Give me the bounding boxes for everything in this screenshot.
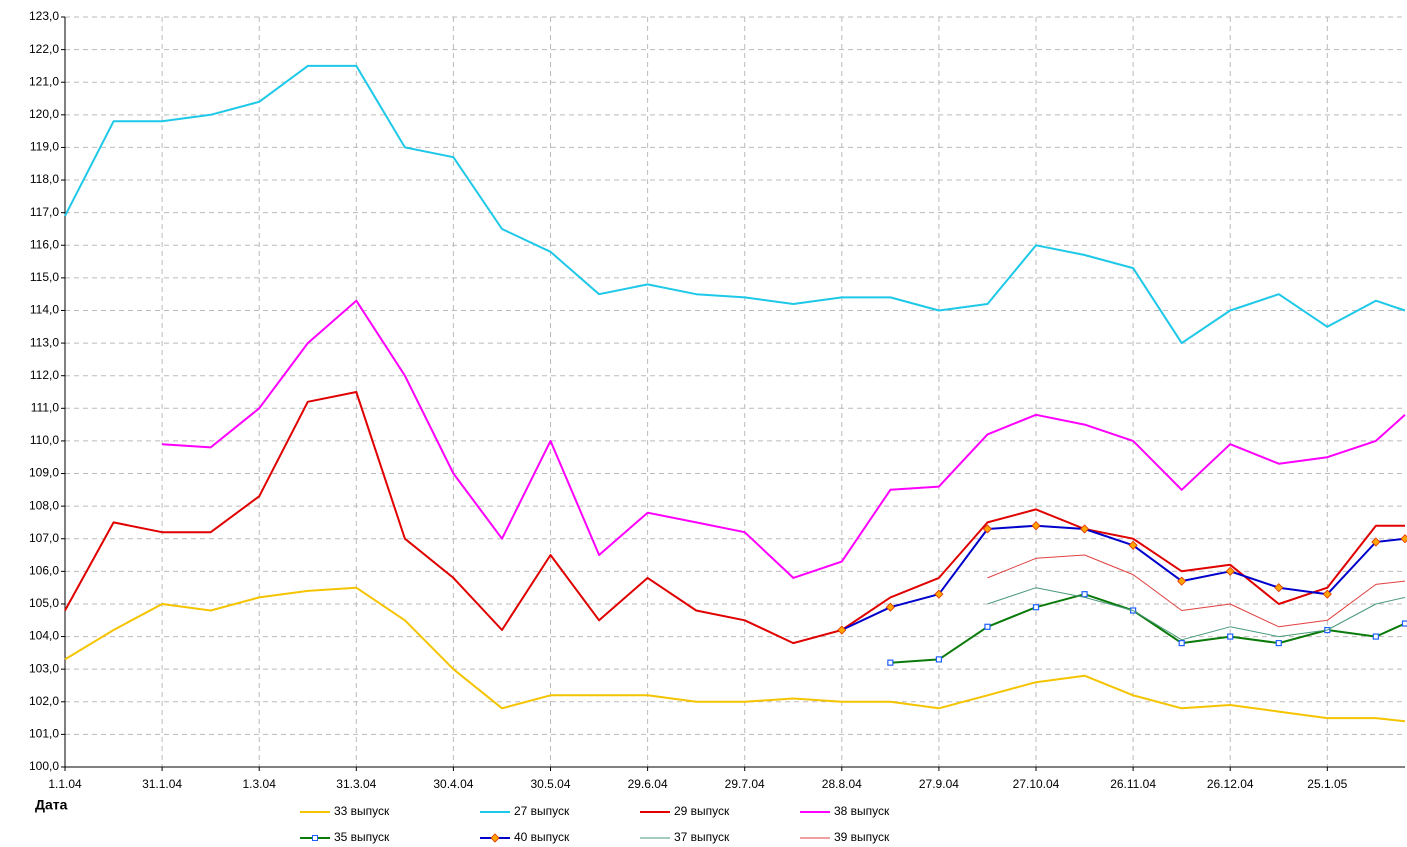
series-line	[162, 299, 1406, 579]
y-tick-label: 101,0	[29, 727, 59, 741]
marker	[1322, 589, 1332, 599]
x-tick-label: 28.8.04	[822, 777, 862, 791]
legend-label: 35 выпуск	[334, 830, 390, 844]
x-axis-label: Дата	[35, 797, 68, 813]
legend-label: 27 выпуск	[514, 804, 570, 818]
y-tick-label: 122,0	[29, 42, 59, 56]
legend-label: 33 выпуск	[334, 804, 390, 818]
marker	[1275, 639, 1282, 647]
y-tick-label: 120,0	[29, 107, 59, 121]
x-tick-label: 26.11.04	[1110, 777, 1156, 791]
x-tick-label: 29.7.04	[725, 777, 765, 791]
y-tick-label: 106,0	[29, 564, 59, 578]
series-line	[64, 586, 1406, 723]
marker	[1031, 521, 1041, 531]
x-tick-label: 1.1.04	[48, 777, 82, 791]
legend-label: 40 выпуск	[514, 830, 570, 844]
y-tick-label: 112,0	[30, 368, 59, 382]
x-tick-label: 31.1.04	[142, 777, 182, 791]
marker	[837, 625, 847, 635]
series-line	[64, 391, 1405, 645]
x-tick-label: 26.12.04	[1207, 777, 1254, 791]
x-tick-label: 1.3.04	[243, 777, 277, 791]
y-tick-label: 123,0	[29, 9, 59, 23]
marker	[887, 659, 894, 666]
marker	[1128, 540, 1138, 550]
legend-label: 39 выпуск	[834, 830, 890, 844]
y-tick-label: 119,0	[30, 140, 59, 154]
legend-label: 29 выпуск	[674, 804, 730, 818]
x-tick-label: 29.6.04	[628, 777, 668, 791]
marker	[1177, 576, 1187, 586]
y-tick-label: 107,0	[29, 531, 59, 545]
y-tick-label: 108,0	[29, 498, 59, 512]
y-tick-label: 111,0	[31, 400, 60, 414]
marker	[1081, 591, 1088, 598]
series-line	[841, 524, 1406, 631]
marker	[1401, 620, 1407, 627]
y-tick-label: 117,0	[30, 205, 59, 219]
marker	[982, 524, 993, 534]
y-tick-label: 115,0	[30, 270, 59, 284]
legend-label: 38 выпуск	[834, 804, 890, 818]
marker	[1400, 534, 1407, 544]
legend-marker	[312, 835, 318, 841]
marker	[1178, 639, 1185, 647]
y-tick-label: 100,0	[29, 759, 59, 773]
y-tick-label: 103,0	[29, 661, 59, 675]
series-line	[987, 554, 1406, 628]
legend-marker	[490, 833, 500, 843]
marker	[934, 589, 944, 599]
marker	[1080, 524, 1090, 534]
x-tick-label: 27.9.04	[919, 777, 959, 791]
y-tick-label: 105,0	[29, 596, 59, 610]
marker	[1032, 604, 1040, 611]
x-tick-label: 30.4.04	[433, 777, 473, 791]
series-line	[64, 64, 1406, 345]
y-tick-label: 102,0	[29, 694, 59, 708]
y-tick-label: 110,0	[30, 433, 59, 447]
marker	[1274, 583, 1284, 593]
y-tick-label: 109,0	[29, 466, 59, 480]
marker	[1225, 566, 1235, 576]
marker	[1227, 633, 1234, 640]
marker	[984, 623, 991, 630]
y-tick-label: 113,0	[30, 335, 59, 349]
x-tick-label: 27.10.04	[1013, 777, 1060, 791]
y-tick-label: 121,0	[29, 74, 59, 88]
y-tick-label: 116,0	[30, 237, 59, 251]
x-tick-label: 25.1.05	[1307, 777, 1347, 791]
y-tick-label: 118,0	[30, 172, 59, 186]
series-line	[890, 593, 1406, 664]
marker	[885, 602, 895, 612]
marker	[935, 656, 943, 663]
series-line	[987, 587, 1406, 641]
marker	[1372, 633, 1379, 640]
y-tick-label: 114,0	[30, 303, 59, 317]
marker	[1371, 537, 1381, 547]
legend-label: 37 выпуск	[674, 830, 730, 844]
y-tick-label: 104,0	[29, 629, 59, 643]
x-tick-label: 31.3.04	[336, 777, 376, 791]
x-tick-label: 30.5.04	[530, 777, 570, 791]
